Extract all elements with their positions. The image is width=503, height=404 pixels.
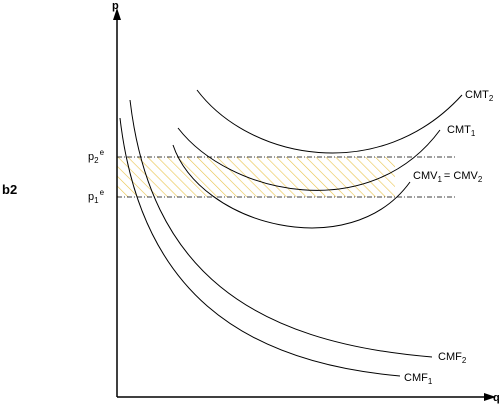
price-label: p1e <box>88 188 105 205</box>
cmt2-curve <box>196 89 463 154</box>
cmv-curve <box>172 144 411 229</box>
arrow <box>113 8 121 20</box>
cmt1-curve <box>177 127 441 191</box>
panel-label: b2 <box>2 182 17 197</box>
arrow <box>484 393 496 401</box>
axis-label: p <box>112 0 119 12</box>
curve-label: CMT1 <box>447 124 476 138</box>
axis-label: q <box>493 392 500 404</box>
curve-label: CMF1 <box>404 372 433 386</box>
hatched-area <box>117 157 395 197</box>
cmf2-curve <box>129 99 433 358</box>
curve-label: CMF2 <box>438 351 467 365</box>
curve-label: CMV1 = CMV2 <box>413 170 483 184</box>
curve-label: CMT2 <box>465 89 494 103</box>
cmf1-curve <box>119 117 401 377</box>
price-label: p2e <box>88 148 105 165</box>
